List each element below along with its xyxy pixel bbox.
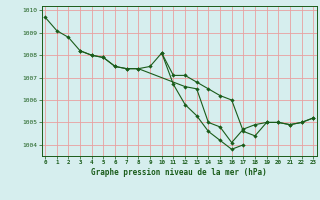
X-axis label: Graphe pression niveau de la mer (hPa): Graphe pression niveau de la mer (hPa) xyxy=(91,168,267,177)
